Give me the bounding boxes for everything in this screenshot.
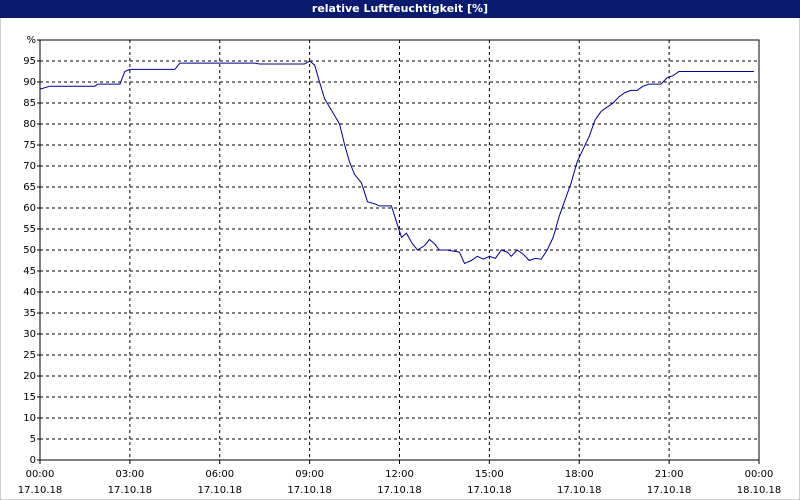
y-tick-label: % xyxy=(26,35,36,46)
y-tick-label: 90 xyxy=(23,77,36,88)
x-tick-date: 17.10.18 xyxy=(647,485,692,496)
x-tick-date: 17.10.18 xyxy=(557,485,602,496)
y-tick-label: 65 xyxy=(23,182,36,193)
title-bar xyxy=(0,0,800,18)
x-tick-label: 21:00 xyxy=(655,469,684,480)
y-tick-label: 0 xyxy=(30,455,36,466)
y-tick-label: 95 xyxy=(23,56,36,67)
x-tick-date: 17.10.18 xyxy=(467,485,512,496)
y-tick-label: 50 xyxy=(23,245,36,256)
y-tick-label: 55 xyxy=(23,224,36,235)
y-tick-label: 85 xyxy=(23,98,36,109)
y-tick-label: 25 xyxy=(23,350,36,361)
x-tick-label: 18:00 xyxy=(565,469,594,480)
data-line xyxy=(39,60,754,265)
x-tick-label: 00:00 xyxy=(26,469,55,480)
y-tick-label: 10 xyxy=(23,413,36,424)
x-tick-label: 03:00 xyxy=(115,469,144,480)
x-tick-label: 00:00 xyxy=(745,469,774,480)
x-tick-date: 17.10.18 xyxy=(197,485,242,496)
x-tick-date: 17.10.18 xyxy=(287,485,332,496)
y-tick-label: 35 xyxy=(23,308,36,319)
x-tick-date: 17.10.18 xyxy=(377,485,422,496)
y-tick-label: 15 xyxy=(23,392,36,403)
x-tick-label: 09:00 xyxy=(295,469,324,480)
y-tick-label: 45 xyxy=(23,266,36,277)
x-tick-date: 17.10.18 xyxy=(18,485,63,496)
x-tick-date: 18.10.18 xyxy=(737,485,782,496)
y-tick-label: 30 xyxy=(23,329,36,340)
x-tick-label: 15:00 xyxy=(475,469,504,480)
y-tick-label: 80 xyxy=(23,119,36,130)
y-tick-label: 60 xyxy=(23,203,36,214)
y-tick-label: 5 xyxy=(30,434,36,445)
y-tick-label: 75 xyxy=(23,140,36,151)
x-tick-label: 12:00 xyxy=(385,469,414,480)
x-tick-date: 17.10.18 xyxy=(108,485,153,496)
y-tick-label: 20 xyxy=(23,371,36,382)
x-tick-label: 06:00 xyxy=(205,469,234,480)
y-tick-label: 70 xyxy=(23,161,36,172)
y-tick-label: 40 xyxy=(23,287,36,298)
chart-title: relative Luftfeuchtigkeit [%] xyxy=(312,2,488,15)
